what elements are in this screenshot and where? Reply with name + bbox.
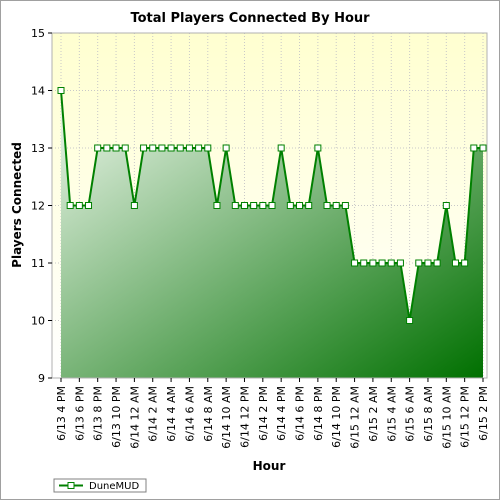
x-tick-label: 6/14 12 AM bbox=[128, 386, 141, 449]
data-point bbox=[442, 202, 450, 209]
data-point bbox=[268, 202, 276, 209]
data-point bbox=[240, 202, 248, 209]
y-tick-label: 14 bbox=[31, 85, 45, 98]
x-tick-label: 6/13 10 PM bbox=[110, 386, 123, 448]
x-tick-label: 6/15 6 AM bbox=[404, 386, 417, 442]
data-point bbox=[424, 259, 432, 267]
data-point bbox=[341, 202, 349, 209]
x-axis-title: Hour bbox=[253, 459, 286, 473]
x-tick-label: 6/15 12 AM bbox=[349, 386, 362, 449]
data-point bbox=[479, 144, 487, 152]
y-axis-title: Players Connected bbox=[10, 142, 24, 268]
legend-series-name: DuneMUD bbox=[89, 481, 139, 492]
data-point bbox=[57, 87, 65, 94]
x-tick-label: 6/14 8 PM bbox=[312, 386, 325, 441]
data-point bbox=[305, 202, 313, 209]
data-point bbox=[461, 259, 469, 267]
x-tick-label: 6/15 8 AM bbox=[422, 386, 435, 442]
x-tick-label: 6/13 8 PM bbox=[92, 386, 105, 441]
data-point bbox=[351, 259, 359, 267]
data-point bbox=[323, 202, 331, 209]
x-tick-label: 6/13 6 PM bbox=[73, 386, 86, 441]
area-fill-path bbox=[61, 90, 483, 378]
legend-box bbox=[53, 478, 147, 493]
data-point bbox=[85, 202, 93, 209]
series-markers bbox=[57, 87, 487, 324]
x-tick-label: 6/14 2 AM bbox=[147, 386, 160, 442]
data-point bbox=[277, 144, 285, 152]
data-point bbox=[103, 144, 111, 152]
x-tick-label: 6/15 4 AM bbox=[385, 386, 398, 442]
area-series-fill bbox=[61, 90, 483, 378]
data-point bbox=[185, 144, 193, 152]
data-point bbox=[231, 202, 239, 209]
data-point bbox=[387, 259, 395, 267]
x-axis-ticks: 6/13 4 PM 6/13 6 PM 6/13 8 PM 6/13 10 PM 6/1… bbox=[55, 378, 490, 449]
data-point bbox=[167, 144, 175, 152]
data-point bbox=[140, 144, 148, 152]
x-tick-label: 6/14 10 PM bbox=[330, 386, 343, 448]
x-tick-label: 6/15 2 PM bbox=[477, 386, 490, 441]
legend: DuneMUD bbox=[53, 478, 147, 493]
y-tick-label: 13 bbox=[31, 142, 45, 155]
data-point bbox=[406, 317, 414, 324]
x-tick-label: 6/15 10 AM bbox=[440, 386, 453, 449]
data-point bbox=[360, 259, 368, 267]
data-point bbox=[470, 144, 478, 152]
x-tick-label: 6/13 4 PM bbox=[55, 386, 68, 441]
data-point bbox=[415, 259, 423, 267]
data-point bbox=[66, 202, 74, 209]
data-point bbox=[250, 202, 258, 209]
x-tick-label: 6/15 12 PM bbox=[459, 386, 472, 448]
data-point bbox=[158, 144, 166, 152]
y-tick-label: 15 bbox=[31, 27, 45, 40]
x-tick-label: 6/14 8 AM bbox=[202, 386, 215, 442]
y-tick-label: 10 bbox=[31, 315, 45, 328]
data-point bbox=[75, 202, 83, 209]
y-tick-label: 9 bbox=[38, 372, 45, 385]
x-tick-label: 6/14 2 PM bbox=[257, 386, 270, 441]
x-tick-label: 6/15 2 AM bbox=[367, 386, 380, 442]
data-point bbox=[314, 144, 322, 152]
data-point bbox=[396, 259, 404, 267]
data-point bbox=[176, 144, 184, 152]
data-point bbox=[195, 144, 203, 152]
data-point bbox=[451, 259, 459, 267]
legend-swatch-marker bbox=[67, 482, 75, 489]
x-tick-label: 6/14 6 AM bbox=[183, 386, 196, 442]
x-tick-label: 6/14 12 PM bbox=[238, 386, 251, 448]
data-point bbox=[286, 202, 294, 209]
data-point bbox=[332, 202, 340, 209]
x-tick-label: 6/14 6 PM bbox=[294, 386, 307, 441]
data-point bbox=[369, 259, 377, 267]
data-point bbox=[222, 144, 230, 152]
data-point bbox=[94, 144, 102, 152]
data-point bbox=[378, 259, 386, 267]
y-axis-ticks: 9 10 11 12 13 14 15 bbox=[31, 27, 52, 385]
data-point bbox=[112, 144, 120, 152]
chart-title: Total Players Connected By Hour bbox=[130, 11, 370, 26]
x-tick-label: 6/14 10 AM bbox=[220, 386, 233, 449]
data-point bbox=[121, 144, 129, 152]
data-point bbox=[433, 259, 441, 267]
data-point bbox=[204, 144, 212, 152]
data-point bbox=[149, 144, 157, 152]
data-point bbox=[259, 202, 267, 209]
data-point bbox=[213, 202, 221, 209]
x-tick-label: 6/14 4 AM bbox=[165, 386, 178, 442]
y-tick-label: 12 bbox=[31, 200, 45, 213]
data-point bbox=[296, 202, 304, 209]
x-tick-label: 6/14 4 PM bbox=[275, 386, 288, 441]
data-point bbox=[130, 202, 138, 209]
y-tick-label: 11 bbox=[31, 257, 45, 270]
